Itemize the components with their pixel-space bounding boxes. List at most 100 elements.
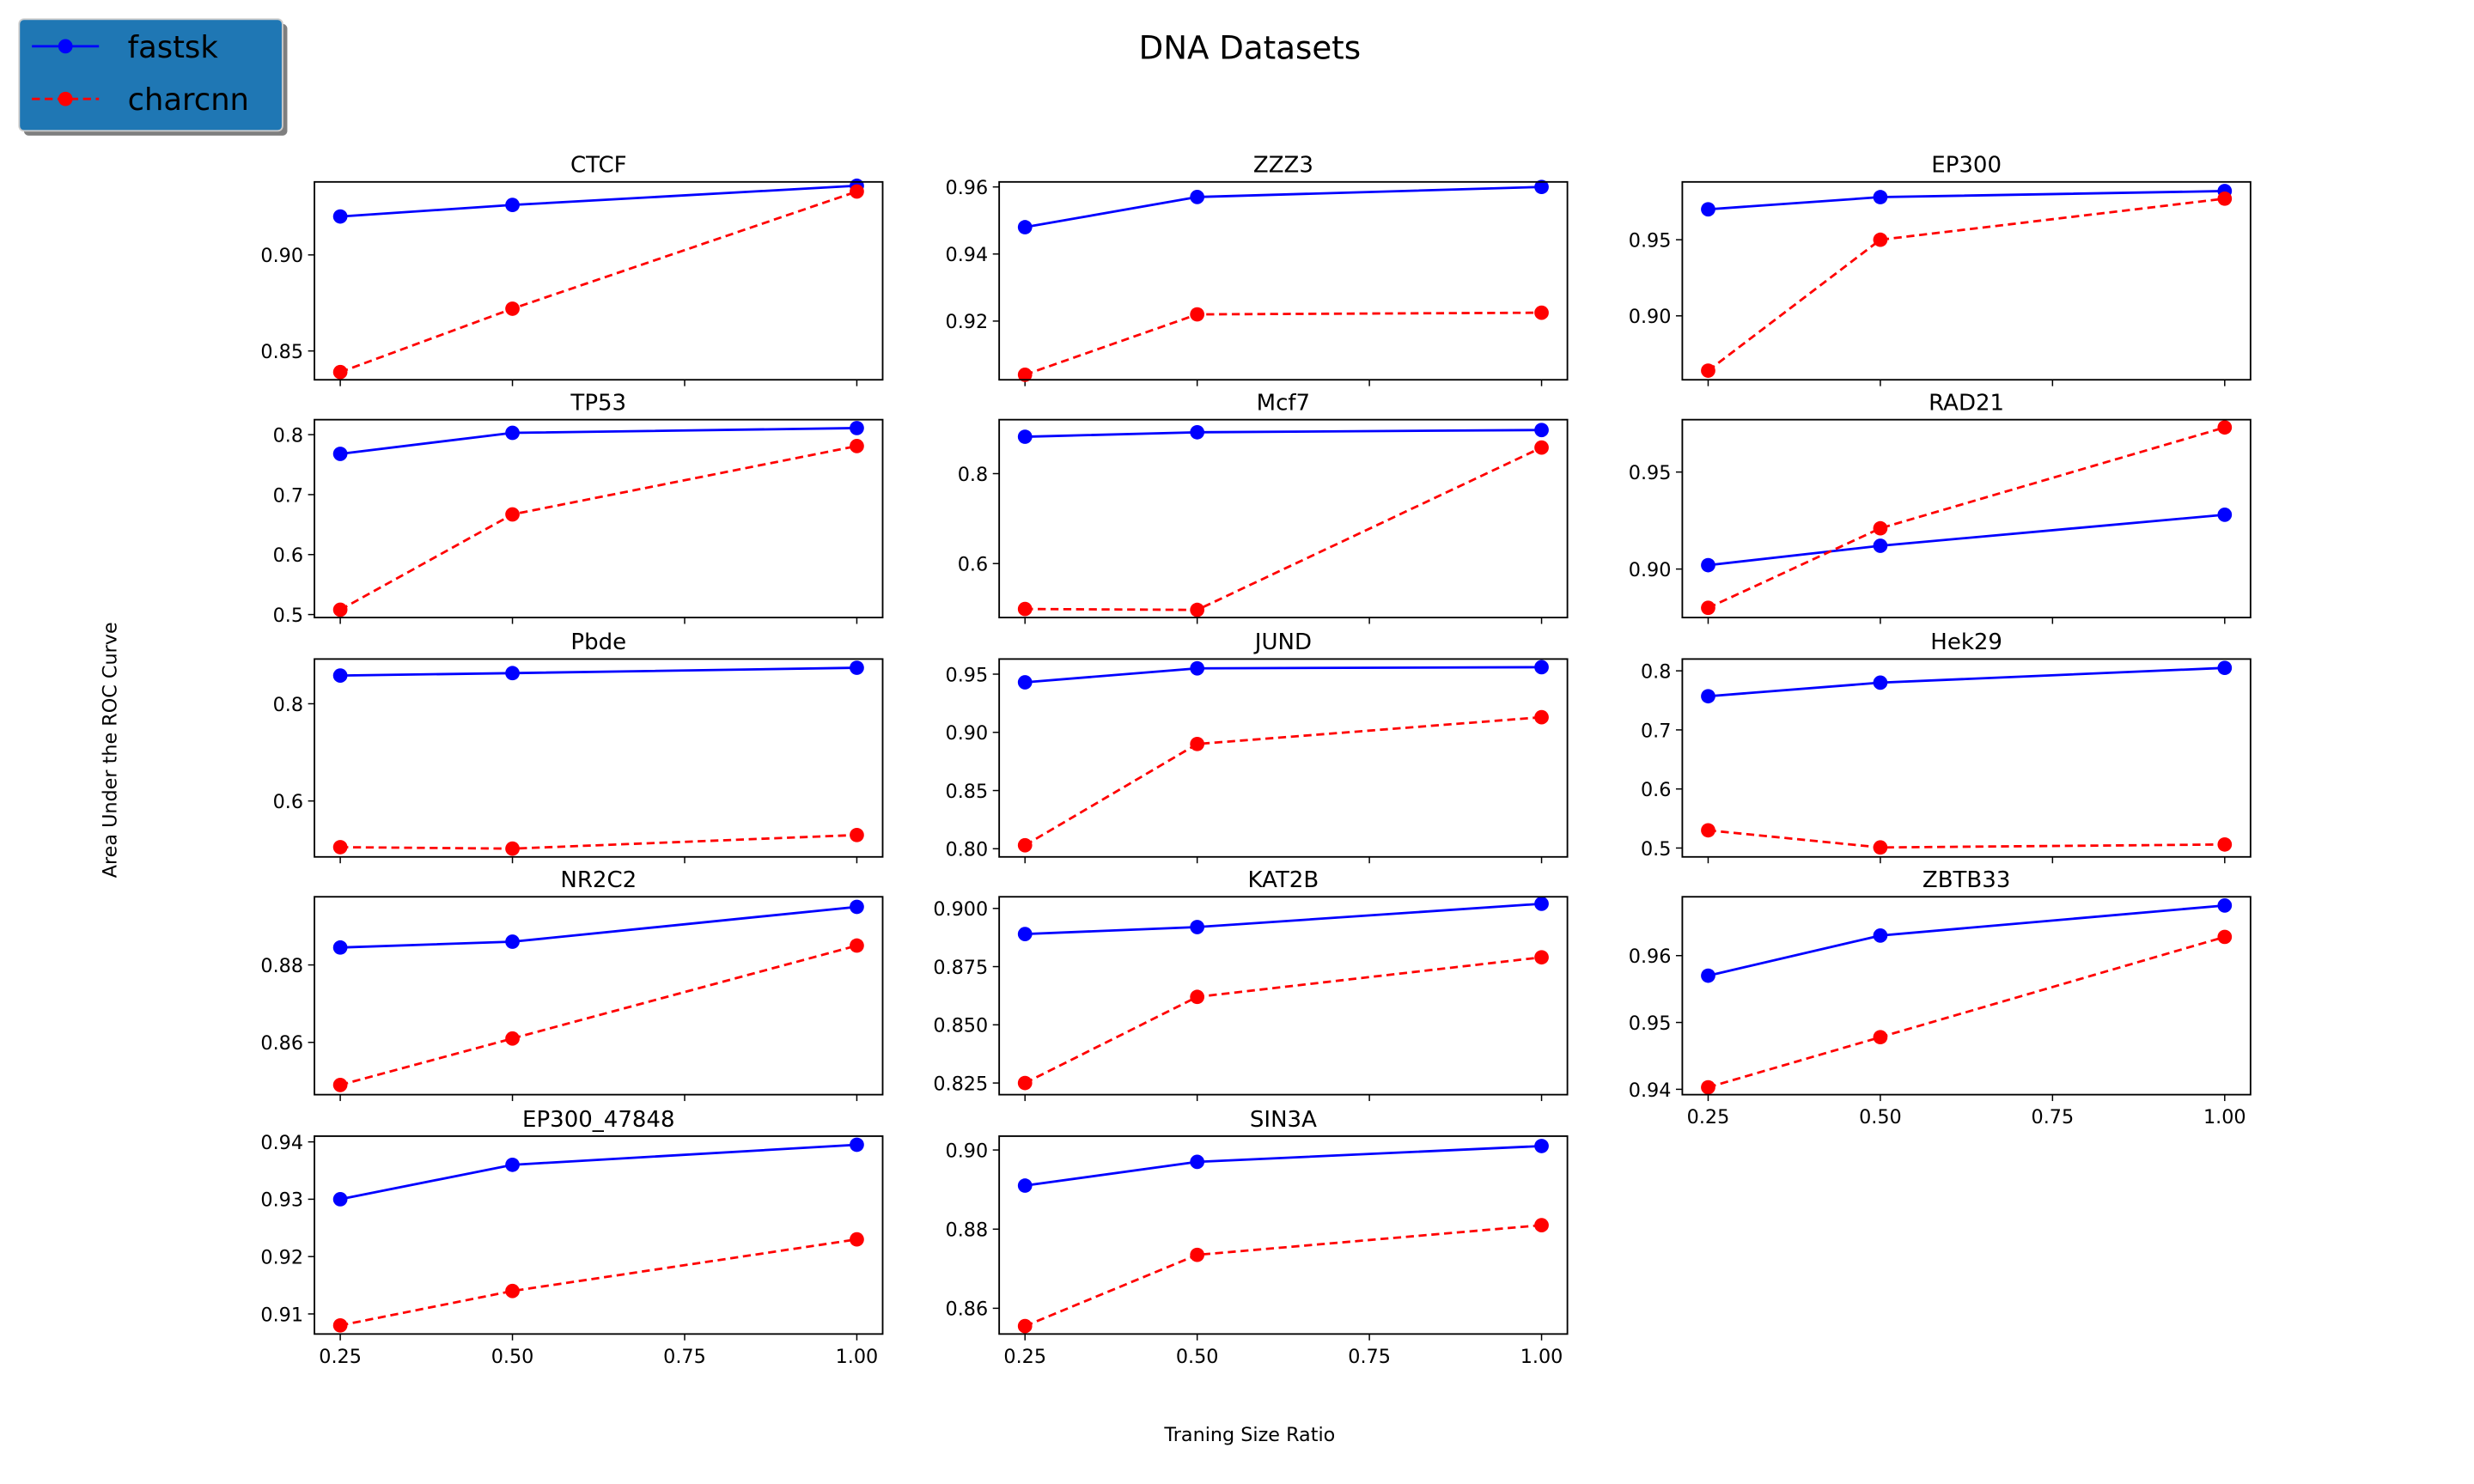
y-tick-label: 0.86 (260, 1032, 303, 1055)
y-tick-label: 0.94 (1629, 1080, 1672, 1102)
charcnn-line (339, 190, 857, 374)
y-tick-label: 0.6 (958, 554, 988, 576)
y-tick-label: 0.900 (933, 898, 988, 921)
fastsk-point (1701, 557, 1715, 573)
fastsk-line (339, 1143, 857, 1201)
subplot-title: EP300_47848 (522, 1107, 674, 1133)
subplot-title: EP300 (1931, 153, 2002, 179)
charcnn-point (2217, 420, 2233, 435)
y-tick-label: 0.95 (1629, 230, 1672, 252)
y-tick-label: 0.6 (1641, 779, 1671, 801)
y-tick-label: 0.8 (273, 424, 303, 447)
charcnn-point (2217, 836, 2233, 852)
fastsk-line (1025, 429, 1542, 438)
axes-frame (998, 418, 1569, 618)
x-tick-label: 0.25 (1687, 1106, 1730, 1128)
axes-frame (314, 180, 884, 381)
subplot-tp53: TP53 0.5 0.6 0.7 0.8 (273, 391, 884, 627)
fastsk-point (2217, 897, 2233, 913)
y-tick-label: 0.85 (260, 341, 303, 363)
charcnn-line (339, 944, 857, 1086)
fastsk-point (1873, 675, 1888, 690)
fastsk-point (1873, 928, 1888, 943)
subplot-nr2c2: NR2C2 0.86 0.88 (260, 867, 884, 1102)
charcnn-point (505, 1283, 520, 1298)
fastsk-point (332, 447, 348, 461)
fastsk-point (1017, 429, 1033, 444)
x-tick-label: 0.50 (1859, 1106, 1902, 1128)
subplot-jund: JUND 0.80 0.85 0.90 0.95 (946, 629, 1569, 864)
y-tick-label: 0.95 (1629, 1013, 1672, 1035)
subplot-title: TP53 (570, 391, 626, 417)
x-tick-label: 1.00 (1520, 1346, 1563, 1368)
fastsk-point (1190, 920, 1205, 934)
fastsk-point (1190, 424, 1205, 440)
x-tick-label: 0.25 (1003, 1346, 1046, 1368)
charcnn-line (1708, 829, 2225, 849)
y-tick-label: 0.96 (946, 177, 989, 199)
fastsk-point (1017, 220, 1033, 234)
fastsk-point (505, 666, 520, 681)
fastsk-point (332, 940, 348, 955)
fastsk-point (1701, 202, 1715, 217)
fastsk-line (1708, 666, 2225, 698)
fastsk-point (332, 1192, 348, 1207)
fastsk-line (340, 905, 857, 949)
axes-frame (998, 180, 1569, 381)
fastsk-point (850, 660, 864, 675)
fastsk-line (340, 184, 857, 218)
fastsk-line (1025, 902, 1542, 935)
axes-frame (1681, 180, 2252, 381)
subplot-title: ZBTB33 (1923, 867, 2010, 893)
charcnn-point (1534, 709, 1549, 725)
subplot-kat2b: KAT2B 0.825 0.850 0.875 0.900 (933, 867, 1569, 1102)
x-tick-label: 1.00 (836, 1346, 879, 1368)
subplot-title: CTCF (570, 153, 627, 179)
charcnn-point (1190, 307, 1205, 322)
fastsk-point (1873, 190, 1888, 204)
fastsk-point (1534, 1139, 1549, 1153)
axes-frame (314, 1135, 884, 1335)
legend-charcnn-label: charcnn (128, 82, 249, 118)
fastsk-line (339, 427, 857, 455)
y-tick-label: 0.825 (933, 1073, 988, 1095)
y-tick-label: 0.850 (933, 1015, 988, 1037)
fastsk-point (1017, 675, 1033, 690)
charcnn-line (1024, 715, 1542, 847)
charcnn-line (1707, 197, 2225, 372)
charcnn-point (2217, 929, 2233, 945)
y-tick-label: 0.92 (260, 1247, 303, 1269)
charcnn-line (1024, 311, 1542, 376)
fastsk-point (1190, 1154, 1205, 1170)
charcnn-point (505, 841, 520, 856)
charcnn-line (1025, 446, 1543, 611)
axes-frame (314, 896, 884, 1096)
charcnn-point (1701, 600, 1715, 616)
subplot-rad21: RAD21 0.90 0.95 (1629, 391, 2252, 624)
subplot-mcf7: Mcf7 0.6 0.8 (958, 391, 1569, 624)
charcnn-point (850, 827, 864, 842)
charcnn-point (1017, 368, 1033, 382)
charcnn-point (1873, 840, 1888, 855)
fastsk-point (1701, 689, 1715, 704)
subplot-zbtb33: ZBTB33 0.94 0.95 0.96 0.25 0.50 0.75 1.00 (1629, 867, 2252, 1128)
charcnn-point (2217, 191, 2233, 206)
charcnn-line (339, 445, 857, 611)
subplot-title: RAD21 (1929, 391, 2004, 417)
subplot-ep300_47848: EP300_47848 0.91 0.92 0.93 0.94 0.25 0.50 0.75 1… (260, 1107, 884, 1368)
charcnn-point (1190, 1247, 1205, 1262)
x-tick-label: 0.75 (1348, 1346, 1391, 1368)
y-tick-label: 0.86 (946, 1298, 989, 1321)
subplot-zzz3: ZZZ3 0.92 0.94 0.96 (946, 153, 1569, 386)
x-tick-label: 0.50 (491, 1346, 534, 1368)
fastsk-line (1024, 186, 1542, 228)
y-tick-label: 0.90 (1629, 559, 1672, 581)
subplot-title: Pbde (570, 629, 626, 655)
charcnn-point (1017, 837, 1033, 853)
y-tick-label: 0.8 (958, 464, 988, 486)
charcnn-point (850, 439, 864, 453)
subplot-pbde: Pbde 0.6 0.8 (273, 629, 884, 864)
y-tick-label: 0.80 (946, 839, 989, 861)
subplot-title: NR2C2 (560, 867, 637, 893)
